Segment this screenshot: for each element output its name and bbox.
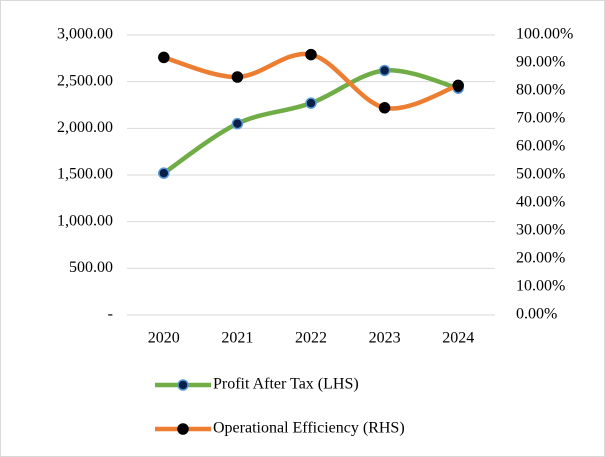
legend-label: Profit After Tax (LHS) [213,376,359,393]
point-marker [452,79,464,92]
legend-label: Operational Efficiency (RHS) [213,420,405,437]
y-tick-label: 2,500.00 [57,72,113,89]
y2-tick-label: 100.00% [516,26,573,43]
x-tick-label: 2020 [148,330,180,347]
point-marker [305,48,317,61]
y2-tick-label: 20.00% [516,250,565,267]
y-tick-label: 2,000.00 [57,119,113,136]
point-marker [231,71,244,83]
point-marker [158,51,170,64]
y2-tick-label: 30.00% [516,222,565,239]
y-tick-label: 1,000.00 [57,212,113,229]
y-tick-label: 1,500.00 [57,166,113,183]
y-tick-label: 500.00 [69,259,113,276]
y2-tick-label: 40.00% [516,194,565,211]
y2-tick-label: 60.00% [516,138,565,155]
y2-tick-label: 80.00% [516,82,565,99]
y2-tick-label: 50.00% [516,166,565,183]
legend-marker [177,379,189,391]
y2-tick-label: 90.00% [516,54,565,71]
x-tick-label: 2022 [295,330,327,347]
point-marker [231,117,244,130]
x-tick-label: 2021 [221,330,253,347]
point-marker [378,64,391,77]
y-tick-label: 3,000.00 [57,26,113,43]
point-marker [378,102,391,114]
y2-tick-label: 70.00% [516,110,565,127]
point-marker [305,97,317,109]
y2-tick-label: 0.00% [516,306,557,323]
x-tick-label: 2023 [369,330,401,347]
point-marker [158,167,170,179]
legend-marker [177,423,189,435]
y-tick-label: - [108,306,113,323]
x-tick-label: 2024 [442,330,474,347]
y2-tick-label: 10.00% [516,278,565,295]
